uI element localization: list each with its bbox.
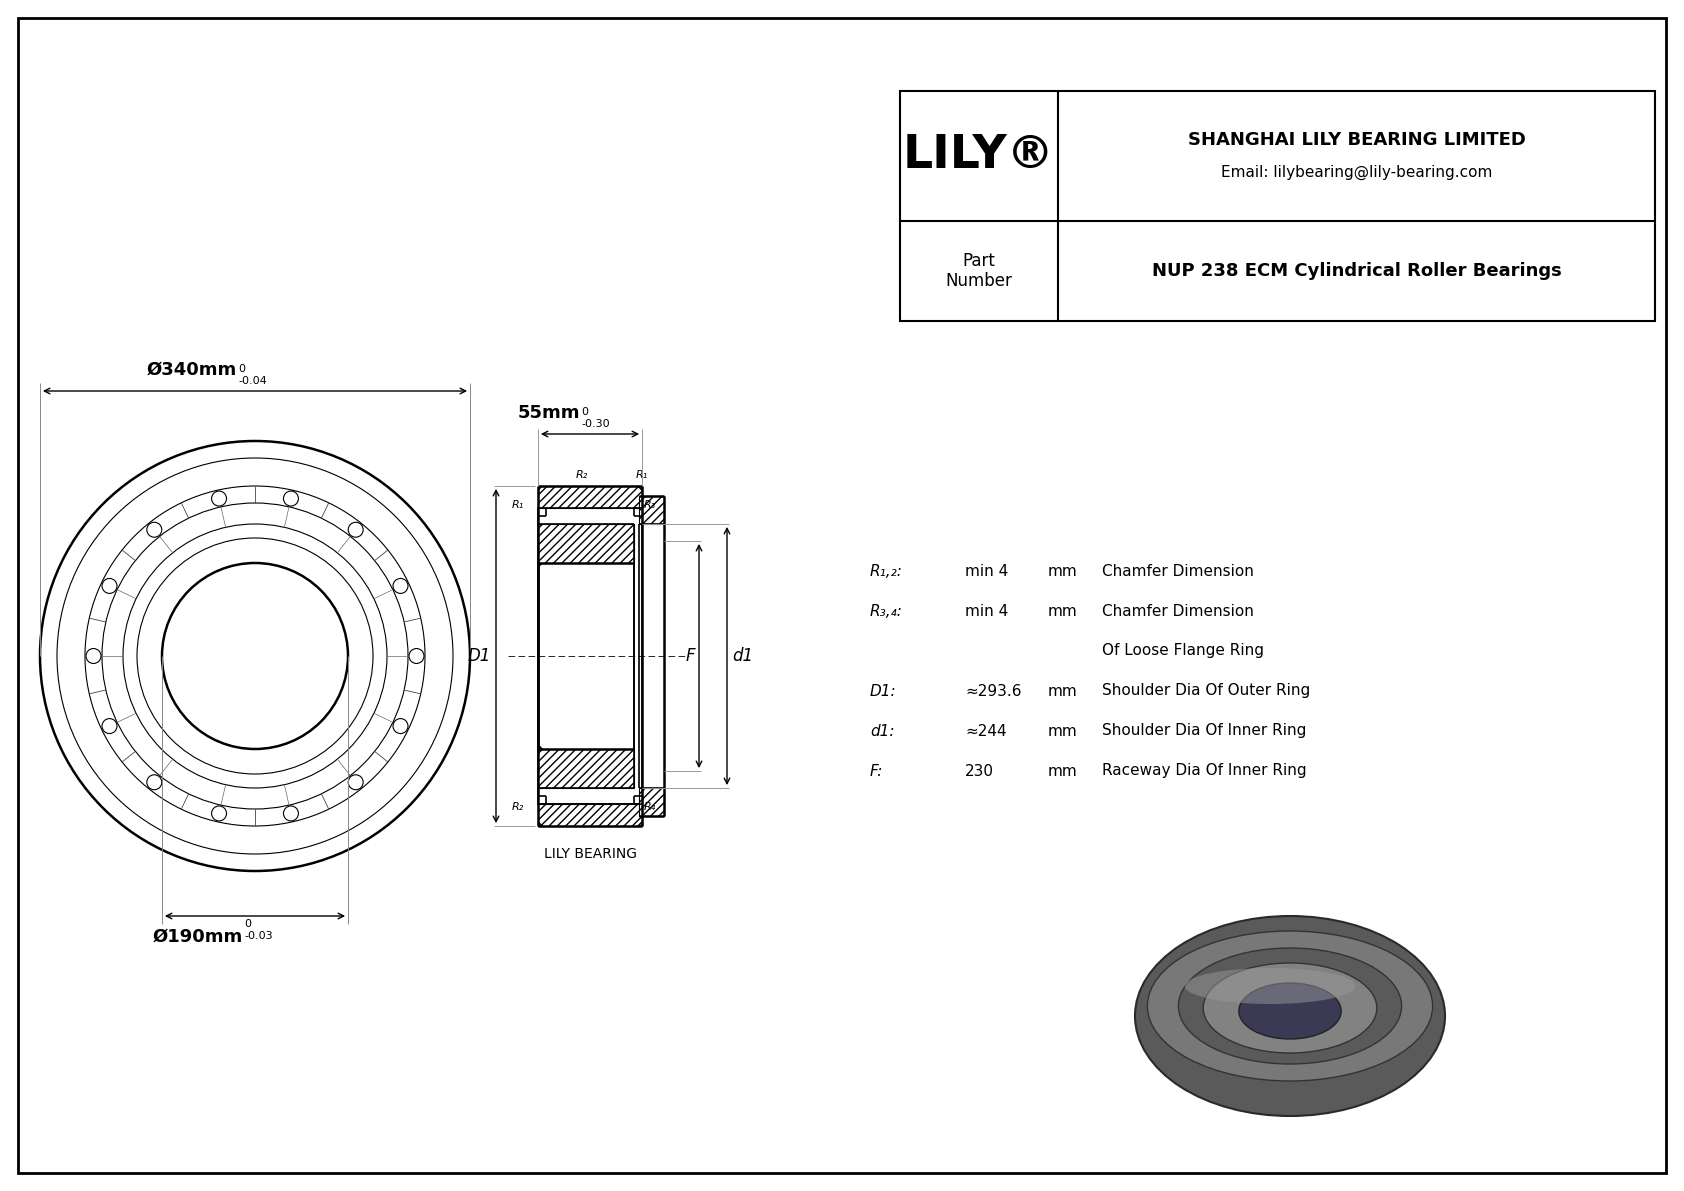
Text: d1: d1	[733, 647, 753, 665]
Text: R₁: R₁	[512, 500, 524, 510]
Text: 0: 0	[581, 407, 588, 417]
Ellipse shape	[1179, 948, 1401, 1064]
Text: -0.03: -0.03	[244, 931, 273, 941]
Text: R₄: R₄	[643, 802, 657, 812]
Text: ≈293.6: ≈293.6	[965, 684, 1022, 698]
Bar	[638, 495, 663, 524]
Ellipse shape	[1135, 916, 1445, 1116]
Text: NUP 238 ECM Cylindrical Roller Bearings: NUP 238 ECM Cylindrical Roller Bearings	[1152, 262, 1561, 280]
Text: D1:: D1:	[871, 684, 896, 698]
Text: Part
Number: Part Number	[945, 251, 1012, 291]
Text: R₃: R₃	[643, 500, 657, 510]
Bar	[638, 788, 663, 816]
Text: LILY®: LILY®	[903, 133, 1054, 179]
Text: Ø190mm: Ø190mm	[153, 928, 242, 946]
Bar	[534, 481, 674, 831]
Text: Shoulder Dia Of Inner Ring: Shoulder Dia Of Inner Ring	[1101, 723, 1307, 738]
Text: Chamfer Dimension: Chamfer Dimension	[1101, 563, 1255, 579]
Text: R₁: R₁	[637, 470, 648, 480]
Bar	[537, 749, 633, 788]
Text: R₂: R₂	[512, 802, 524, 812]
Bar	[537, 509, 642, 804]
Text: Raceway Dia Of Inner Ring: Raceway Dia Of Inner Ring	[1101, 763, 1307, 779]
Text: mm: mm	[1047, 563, 1078, 579]
Ellipse shape	[1239, 983, 1340, 1039]
Bar	[537, 804, 642, 827]
Text: 0: 0	[244, 919, 251, 929]
Ellipse shape	[1147, 931, 1433, 1081]
Text: F:: F:	[871, 763, 884, 779]
Text: -0.04: -0.04	[237, 376, 266, 386]
Text: 230: 230	[965, 763, 994, 779]
Text: SHANGHAI LILY BEARING LIMITED: SHANGHAI LILY BEARING LIMITED	[1187, 131, 1526, 149]
Text: ≈244: ≈244	[965, 723, 1007, 738]
Text: F: F	[685, 647, 695, 665]
Text: mm: mm	[1047, 723, 1078, 738]
Text: mm: mm	[1047, 684, 1078, 698]
Text: LILY BEARING: LILY BEARING	[544, 847, 637, 861]
Text: mm: mm	[1047, 604, 1078, 618]
Text: d1:: d1:	[871, 723, 894, 738]
Bar	[537, 524, 633, 563]
Bar	[899, 91, 1655, 322]
Text: min 4: min 4	[965, 604, 1009, 618]
Text: -0.30: -0.30	[581, 419, 610, 429]
Text: R₁,₂:: R₁,₂:	[871, 563, 903, 579]
Text: Of Loose Flange Ring: Of Loose Flange Ring	[1101, 643, 1265, 659]
Text: min 4: min 4	[965, 563, 1009, 579]
Text: Chamfer Dimension: Chamfer Dimension	[1101, 604, 1255, 618]
Text: 0: 0	[237, 364, 244, 374]
Text: Ø340mm: Ø340mm	[147, 361, 237, 379]
Text: R₃,₄:: R₃,₄:	[871, 604, 903, 618]
Bar	[537, 486, 642, 509]
Ellipse shape	[1186, 968, 1356, 1004]
Ellipse shape	[1202, 964, 1378, 1053]
Text: mm: mm	[1047, 763, 1078, 779]
Text: Shoulder Dia Of Outer Ring: Shoulder Dia Of Outer Ring	[1101, 684, 1310, 698]
Text: R₂: R₂	[576, 470, 588, 480]
Text: D1: D1	[468, 647, 492, 665]
Text: Email: lilybearing@lily-bearing.com: Email: lilybearing@lily-bearing.com	[1221, 164, 1492, 180]
Text: 55mm: 55mm	[517, 404, 579, 422]
